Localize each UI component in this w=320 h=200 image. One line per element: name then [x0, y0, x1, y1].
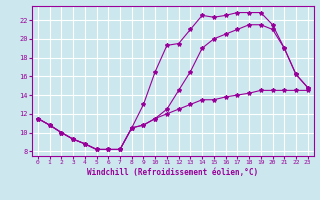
X-axis label: Windchill (Refroidissement éolien,°C): Windchill (Refroidissement éolien,°C): [87, 168, 258, 177]
